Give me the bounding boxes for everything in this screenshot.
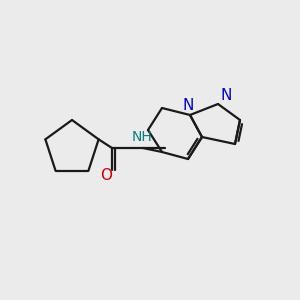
- Text: N: N: [220, 88, 232, 104]
- Text: N: N: [182, 98, 194, 112]
- Text: O: O: [100, 169, 112, 184]
- Text: NH: NH: [132, 130, 152, 144]
